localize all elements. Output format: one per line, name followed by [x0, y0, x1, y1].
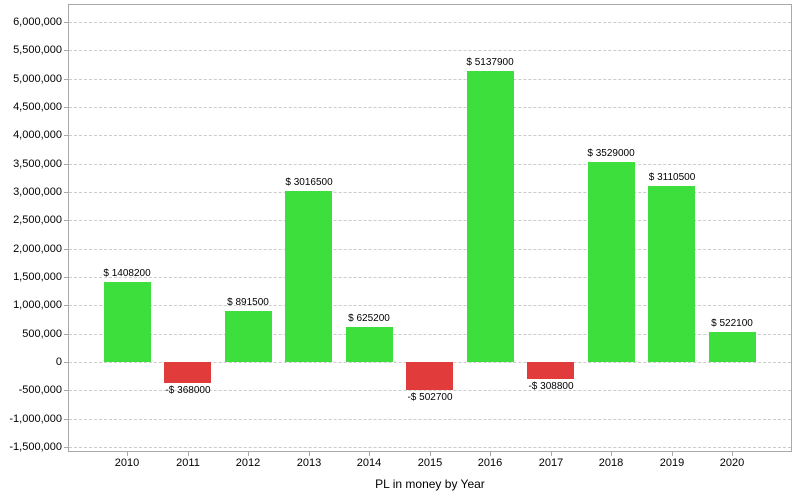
y-tick-mark [64, 249, 68, 250]
x-tick-mark [248, 452, 249, 456]
x-tick-mark [551, 452, 552, 456]
gridline [69, 334, 791, 335]
bar-value-label: -$ 308800 [528, 381, 574, 392]
bar-2010 [104, 282, 151, 362]
y-tick-label: -1,500,000 [9, 441, 62, 453]
bar-2017 [527, 362, 574, 379]
gridline [69, 419, 791, 420]
y-tick-mark [64, 22, 68, 23]
y-tick-mark [64, 192, 68, 193]
bar-2012 [225, 311, 272, 362]
y-tick-mark [64, 362, 68, 363]
bar-value-label: $ 625200 [348, 313, 390, 324]
gridline [69, 277, 791, 278]
y-tick-label: 3,500,000 [13, 158, 62, 170]
gridline [69, 249, 791, 250]
y-tick-label: 500,000 [22, 328, 62, 340]
y-tick-label: 3,000,000 [13, 186, 62, 198]
x-tick-label: 2018 [598, 457, 624, 469]
y-tick-label: -500,000 [18, 384, 62, 396]
x-tick-label: 2016 [477, 457, 503, 469]
x-tick-mark [127, 452, 128, 456]
bar-2018 [588, 162, 635, 362]
x-tick-mark [611, 452, 612, 456]
y-tick-label: 4,500,000 [13, 101, 62, 113]
y-tick-label: 4,000,000 [13, 129, 62, 141]
gridline [69, 390, 791, 391]
gridline [69, 50, 791, 51]
x-tick-mark [369, 452, 370, 456]
bar-value-label: -$ 502700 [407, 392, 453, 403]
x-tick-mark [490, 452, 491, 456]
bar-2013 [285, 191, 332, 362]
y-tick-mark [64, 107, 68, 108]
gridline [69, 135, 791, 136]
gridline [69, 164, 791, 165]
gridline [69, 192, 791, 193]
x-tick-label: 2010 [114, 457, 140, 469]
x-tick-mark [430, 452, 431, 456]
bar-2019 [648, 186, 695, 362]
x-tick-label: 2011 [176, 457, 200, 469]
y-tick-mark [64, 79, 68, 80]
y-tick-label: 2,000,000 [13, 243, 62, 255]
y-tick-mark [64, 50, 68, 51]
bar-value-label: $ 3016500 [285, 177, 333, 188]
bar-value-label: $ 1408200 [103, 268, 151, 279]
y-tick-label: 0 [55, 356, 62, 368]
x-tick-label: 2015 [417, 457, 443, 469]
bar-value-label: $ 5137900 [466, 57, 514, 68]
y-tick-mark [64, 135, 68, 136]
y-tick-mark [64, 334, 68, 335]
bar-2020 [709, 332, 756, 362]
x-tick-mark [309, 452, 310, 456]
gridline [69, 305, 791, 306]
bar-2016 [467, 71, 514, 362]
bar-value-label: $ 3110500 [648, 172, 696, 183]
y-tick-mark [64, 220, 68, 221]
y-tick-label: 1,000,000 [13, 299, 62, 311]
y-tick-mark [64, 277, 68, 278]
gridline [69, 447, 791, 448]
y-tick-label: -1,000,000 [9, 413, 62, 425]
gridline [69, 22, 791, 23]
x-tick-label: 2019 [659, 457, 685, 469]
y-tick-mark [64, 419, 68, 420]
y-tick-label: 5,500,000 [13, 44, 62, 56]
x-tick-mark [188, 452, 189, 456]
gridline [69, 79, 791, 80]
y-tick-label: 2,500,000 [13, 214, 62, 226]
y-tick-mark [64, 390, 68, 391]
y-tick-label: 1,500,000 [13, 271, 62, 283]
y-tick-mark [64, 447, 68, 448]
y-tick-mark [64, 164, 68, 165]
x-axis-title: PL in money by Year [375, 477, 485, 491]
gridline [69, 107, 791, 108]
x-tick-label: 2020 [719, 457, 745, 469]
gridline [69, 220, 791, 221]
bar-2011 [164, 362, 211, 383]
x-tick-label: 2017 [538, 457, 564, 469]
bar-2014 [346, 327, 393, 362]
bar-value-label: $ 3529000 [587, 148, 635, 159]
x-tick-label: 2014 [356, 457, 382, 469]
x-tick-label: 2012 [235, 457, 261, 469]
bar-2015 [406, 362, 453, 390]
x-tick-label: 2013 [296, 457, 322, 469]
bar-value-label: $ 522100 [711, 318, 753, 329]
y-tick-label: 5,000,000 [13, 73, 62, 85]
x-tick-mark [732, 452, 733, 456]
y-tick-mark [64, 305, 68, 306]
bar-value-label: -$ 368000 [165, 385, 211, 396]
bar-value-label: $ 891500 [227, 297, 269, 308]
x-tick-mark [672, 452, 673, 456]
y-tick-label: 6,000,000 [13, 16, 62, 28]
